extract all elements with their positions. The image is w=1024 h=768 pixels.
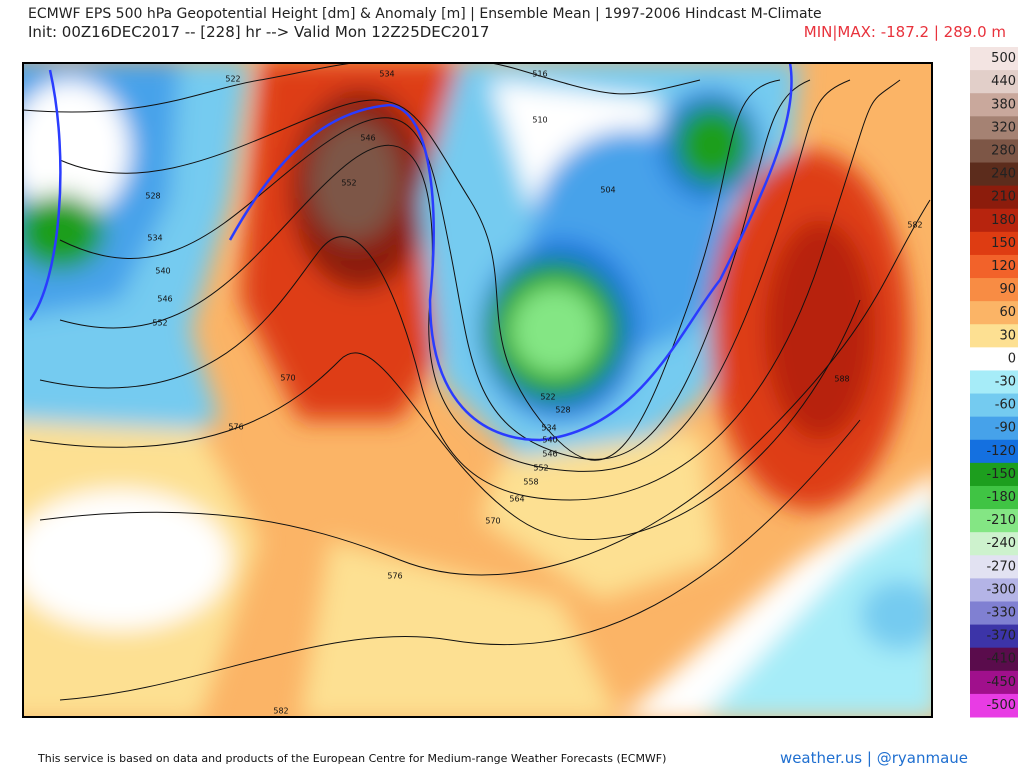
colorbar-swatch [970, 301, 1018, 325]
colorbar-swatch [970, 185, 1018, 210]
colorbar-label: -90 [995, 421, 1016, 436]
min-max: MIN|MAX: -187.2 | 289.0 m [804, 23, 1006, 41]
contour-label: 582 [273, 707, 288, 716]
colorbar-swatch [970, 532, 1018, 556]
colorbar-swatch [970, 254, 1018, 279]
brand: weather.us | @ryanmaue [780, 749, 968, 767]
contour-label: 528 [555, 406, 570, 415]
colorbar-swatch [970, 555, 1018, 579]
contour-label: 582 [907, 221, 922, 230]
colorbar: 500 440 380 320 280 240 210 180 150 120 90 60 30 0 -30… [970, 47, 1018, 718]
colorbar-label: 280 [991, 143, 1016, 158]
colorbar-label: -30 [995, 375, 1016, 390]
colorbar-label: 440 [991, 74, 1016, 89]
colorbar-swatch [970, 162, 1018, 187]
contour-label: 546 [542, 450, 557, 459]
contour-label: 528 [145, 192, 160, 201]
colorbar-swatch [970, 347, 1018, 371]
colorbar-label: 320 [991, 120, 1016, 135]
contour-label: 576 [387, 572, 402, 581]
colorbar-label: -410 [986, 652, 1016, 667]
colorbar-swatch [970, 509, 1018, 533]
colorbar-label: 380 [991, 97, 1016, 112]
colorbar-label: -300 [986, 582, 1016, 597]
colorbar-label: 90 [999, 282, 1016, 297]
contour-label: 576 [228, 423, 243, 432]
map: 522 534 516 510 546 552 528 534 540 546 … [23, 63, 932, 717]
colorbar-swatch [970, 370, 1018, 395]
contour-label: 546 [360, 134, 375, 143]
contour-label: 540 [155, 267, 170, 276]
contour-label: 570 [485, 517, 500, 526]
colorbar-swatch [970, 624, 1018, 649]
colorbar-label: -330 [986, 606, 1016, 621]
colorbar-swatch [970, 393, 1018, 418]
contour-label: 534 [379, 70, 394, 79]
contour-label: 564 [509, 495, 524, 504]
contour-label: 510 [532, 116, 547, 125]
colorbar-label: 150 [991, 236, 1016, 251]
colorbar-label: -120 [986, 444, 1016, 459]
colorbar-label: -450 [986, 675, 1016, 690]
map-frame [22, 62, 933, 718]
colorbar-swatch [970, 231, 1018, 256]
colorbar-label: -210 [986, 513, 1016, 528]
anomaly-field [23, 63, 932, 717]
contour-label: 516 [532, 70, 547, 79]
colorbar-swatch [970, 485, 1018, 510]
colorbar-label: 0 [1008, 351, 1016, 366]
contour-label: 552 [533, 464, 548, 473]
colorbar-swatch [970, 47, 1018, 71]
title: ECMWF EPS 500 hPa Geopotential Height [d… [28, 6, 822, 22]
contour-label: 522 [225, 75, 240, 84]
contour-label: 540 [542, 436, 557, 445]
colorbar-swatch [970, 93, 1018, 117]
colorbar-label: 120 [991, 259, 1016, 274]
contour-label: 588 [834, 375, 849, 384]
contour-label: 504 [600, 186, 615, 195]
colorbar-swatch [970, 601, 1018, 626]
colorbar-swatch [970, 693, 1018, 718]
contour-label: 552 [341, 179, 356, 188]
colorbar-swatch [970, 462, 1018, 487]
colorbar-swatch [970, 278, 1018, 302]
colorbar-swatch [970, 670, 1018, 695]
contour-label: 570 [280, 374, 295, 383]
colorbar-label: 30 [999, 328, 1016, 343]
colorbar-swatch [970, 647, 1018, 672]
colorbar-swatch [970, 70, 1018, 94]
contour-label: 546 [157, 295, 172, 304]
colorbar-swatch [970, 208, 1018, 233]
colorbar-label: 240 [991, 167, 1016, 182]
colorbar-label: -240 [986, 536, 1016, 551]
contour-label: 552 [152, 319, 167, 328]
colorbar-swatch [970, 116, 1018, 140]
colorbar-label: 60 [999, 305, 1016, 320]
colorbar-label: -270 [986, 559, 1016, 574]
colorbar-label: -150 [986, 467, 1016, 482]
credit: This service is based on data and produc… [37, 752, 666, 765]
subtitle: Init: 00Z16DEC2017 -- [228] hr --> Valid… [28, 23, 489, 41]
colorbar-label: -60 [995, 398, 1016, 413]
colorbar-swatch [970, 324, 1018, 348]
colorbar-swatch [970, 139, 1018, 164]
colorbar-label: 500 [991, 51, 1016, 66]
colorbar-label: -180 [986, 490, 1016, 505]
colorbar-label: -370 [986, 629, 1016, 644]
colorbar-label: -500 [986, 698, 1016, 713]
colorbar-label: 210 [991, 190, 1016, 205]
colorbar-swatch [970, 439, 1018, 464]
contour-label: 534 [541, 424, 556, 433]
colorbar-label: 180 [991, 213, 1016, 228]
colorbar-swatch [970, 578, 1018, 602]
colorbar-swatch [970, 416, 1018, 441]
contour-label: 558 [523, 478, 538, 487]
contour-label: 522 [540, 393, 555, 402]
height-contours [23, 63, 931, 701]
contour-label: 534 [147, 234, 162, 243]
